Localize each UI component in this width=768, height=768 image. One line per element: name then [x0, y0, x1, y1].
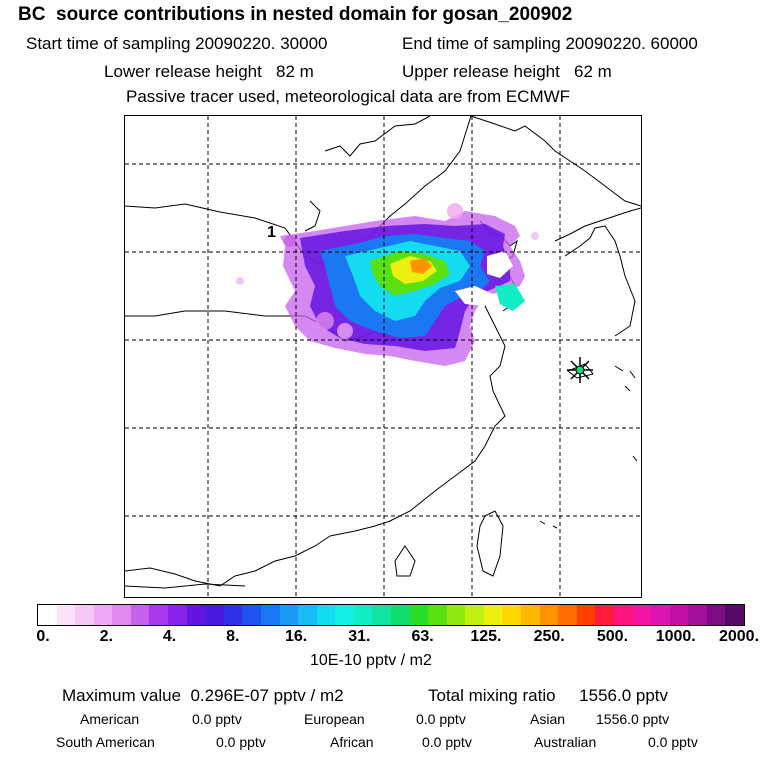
colorbar-segment [390, 605, 410, 625]
colorbar-segment [260, 605, 280, 625]
australian-label: Australian [534, 734, 597, 750]
south-american-value: 0.0 pptv [216, 734, 266, 750]
colorbar-segment [483, 605, 503, 625]
colorbar-segment [428, 605, 447, 625]
european-value: 0.0 pptv [416, 711, 466, 727]
colorbar-tick-label: 2000. [718, 628, 760, 645]
colorbar-segment [725, 605, 744, 625]
colorbar-tick-label: 500. [596, 628, 629, 645]
colorbar-tick-label: 16. [284, 628, 308, 645]
european-label: European [304, 711, 365, 727]
total-mixing-ratio-label: Total mixing ratio 1556.0 pptv [428, 686, 669, 705]
gridlines [125, 116, 641, 597]
colorbar-segment [168, 605, 187, 625]
map-panel: 1 [124, 115, 642, 598]
colorbar-segment [149, 605, 169, 625]
lower-release-height-label: Lower release height 82 m [104, 62, 314, 81]
colorbar-segment [38, 605, 57, 625]
colorbar-segment [613, 605, 633, 625]
african-value: 0.0 pptv [422, 734, 472, 750]
colorbar-segment [242, 605, 261, 625]
colorbar-tick-label: 4. [162, 628, 177, 645]
map-canvas [125, 116, 641, 597]
colorbar-segment [521, 605, 540, 625]
colorbar-segment [651, 605, 670, 625]
american-label: American [80, 711, 140, 727]
colorbar-segment [279, 605, 299, 625]
colorbar-segment [130, 605, 150, 625]
page-title: BC source contributions in nested domain… [18, 4, 573, 25]
end-time-label: End time of sampling 20090220. 60000 [402, 34, 698, 53]
colorbar-segment [316, 605, 336, 625]
concentration-plume [236, 203, 539, 366]
colorbar-tick-label: 0. [36, 628, 50, 645]
colorbar-segment [669, 605, 689, 625]
colorbar-segment [576, 605, 596, 625]
colorbar-segment [93, 605, 113, 625]
colorbar-segment [595, 605, 614, 625]
colorbar-segment [223, 605, 243, 625]
australian-value: 0.0 pptv [648, 734, 698, 750]
american-value: 0.0 pptv [192, 711, 242, 727]
colorbar-units: 10E-10 pptv / m2 [310, 652, 432, 669]
colorbar-tick-label: 125. [470, 628, 502, 645]
colorbar-tick-label: 63. [411, 628, 434, 645]
colorbar-tick-label: 2. [99, 628, 113, 645]
asian-label: Asian [530, 711, 566, 727]
colorbar-segment [75, 605, 94, 625]
colorbar-segment [539, 605, 559, 625]
colorbar-segment [372, 605, 391, 625]
colorbar-tick-label: 1000. [655, 628, 696, 645]
asian-value: 1556.0 pptv [596, 711, 670, 727]
colorbar-segment [112, 605, 131, 625]
colorbar-segment [558, 605, 577, 625]
map-region-label: 1 [267, 224, 276, 241]
colorbar-segment [186, 605, 206, 625]
colorbar-tick-label: 31. [348, 628, 371, 645]
colorbar-segment [688, 605, 707, 625]
colorbar-tick-label: 250. [533, 628, 565, 645]
african-label: African [330, 734, 374, 750]
max-value-label: Maximum value 0.296E-07 pptv / m2 [62, 686, 344, 705]
colorbar-segment [632, 605, 652, 625]
colorbar-segment [298, 605, 317, 625]
colorbar [37, 604, 745, 626]
upper-release-height-label: Upper release height 62 m [402, 62, 612, 81]
colorbar-tick-label: 8. [226, 628, 240, 645]
colorbar-segment [446, 605, 466, 625]
colorbar-segment [205, 605, 224, 625]
colorbar-segment [409, 605, 429, 625]
south-american-label: South American [56, 734, 155, 750]
receptor-star-icon [567, 357, 593, 383]
colorbar-segment [502, 605, 522, 625]
tracer-note: Passive tracer used, meteorological data… [126, 87, 571, 106]
colorbar-segment [465, 605, 484, 625]
start-time-label: Start time of sampling 20090220. 30000 [26, 34, 328, 53]
colorbar-segment [335, 605, 354, 625]
colorbar-segment [706, 605, 726, 625]
colorbar-segment [56, 605, 76, 625]
colorbar-segment [353, 605, 373, 625]
